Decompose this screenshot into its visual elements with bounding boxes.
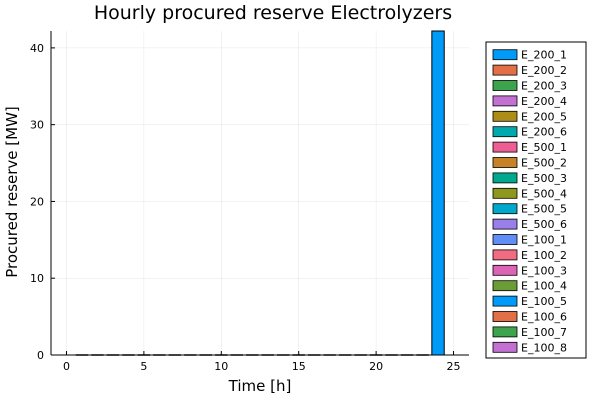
legend-label-E_100_3: E_100_3 [521,264,567,277]
legend-swatch-E_500_3 [492,172,518,184]
y-tick-label: 20 [30,195,44,208]
x-tick-label: 5 [140,360,147,373]
legend-swatch-E_200_3 [492,80,518,91]
legend-label-E_500_1: E_500_1 [521,141,567,154]
legend-label-E_100_1: E_100_1 [521,234,567,247]
legend-swatch-E_200_5 [492,110,518,122]
x-tick-labels: 0 5 10 15 20 25 [63,360,461,373]
y-tick-label: 10 [30,272,44,285]
legend-swatch-E_500_2 [492,157,518,168]
legend-label-E_500_2: E_500_2 [521,157,567,170]
bar-E_200_1-h24 [431,30,445,356]
legend-swatch-E_100_3 [492,264,518,276]
legend-swatch-E_100_4 [492,280,518,292]
legend-swatch-E_100_6 [492,311,518,322]
legend-label-E_200_5: E_200_5 [521,110,567,123]
legend-label-E_200_1: E_200_1 [521,49,567,62]
legend-label-E_500_3: E_500_3 [521,172,567,185]
x-tick-label: 25 [447,360,461,373]
legend-swatch-E_100_2 [492,249,518,261]
legend-swatch-E_100_5 [492,295,518,307]
legend-swatch-E_500_4 [492,187,518,199]
legend-label-E_100_8: E_100_8 [521,341,567,354]
x-axis-label: Time [h] [228,377,292,395]
legend-label-E_200_2: E_200_2 [521,64,567,77]
legend-swatch-E_500_6 [492,218,518,230]
legend-swatch-E_200_1 [492,49,518,61]
legend-swatch-E_100_1 [492,234,518,245]
legend-label-E_100_6: E_100_6 [521,311,567,324]
legend-label-E_500_4: E_500_4 [521,187,567,200]
legend-label-E_100_4: E_100_4 [521,280,567,293]
legend-swatch-E_200_4 [492,95,518,107]
y-axis-label: Procured reserve [MW] [3,106,21,278]
legend-label-E_500_5: E_500_5 [521,203,567,216]
legend-label-E_100_7: E_100_7 [521,326,567,339]
x-tick-label: 20 [369,360,383,373]
legend-swatch-E_500_1 [492,141,518,153]
legend-swatch-E_100_7 [492,326,518,338]
x-tick-label: 15 [292,360,306,373]
legend-swatch-E_500_5 [492,203,518,215]
grid-lines [51,31,469,356]
legend-label-E_100_2: E_100_2 [521,249,567,262]
legend: E_200_1 E_200_2 E_200_3 E_200_4 E_200_5 E_200… [485,41,587,359]
y-tick-label: 30 [30,119,44,132]
legend-label-E_200_6: E_200_6 [521,126,567,139]
legend-label-E_100_5: E_100_5 [521,295,567,308]
legend-swatch-E_200_2 [492,64,518,76]
chart-title: Hourly procured reserve Electrolyzers [94,2,452,24]
legend-swatch-E_200_6 [492,126,518,138]
y-tick-label: 0 [37,349,44,362]
legend-label-E_500_6: E_500_6 [521,218,567,231]
y-tick-label: 40 [30,42,44,55]
x-tick-label: 0 [63,360,70,373]
legend-swatch-E_100_8 [492,341,518,353]
legend-label-E_200_4: E_200_4 [521,95,567,108]
x-tick-label: 10 [214,360,228,373]
y-tick-labels: 0 10 20 30 40 [30,42,44,362]
legend-label-E_200_3: E_200_3 [521,80,567,93]
axes [50,31,469,356]
